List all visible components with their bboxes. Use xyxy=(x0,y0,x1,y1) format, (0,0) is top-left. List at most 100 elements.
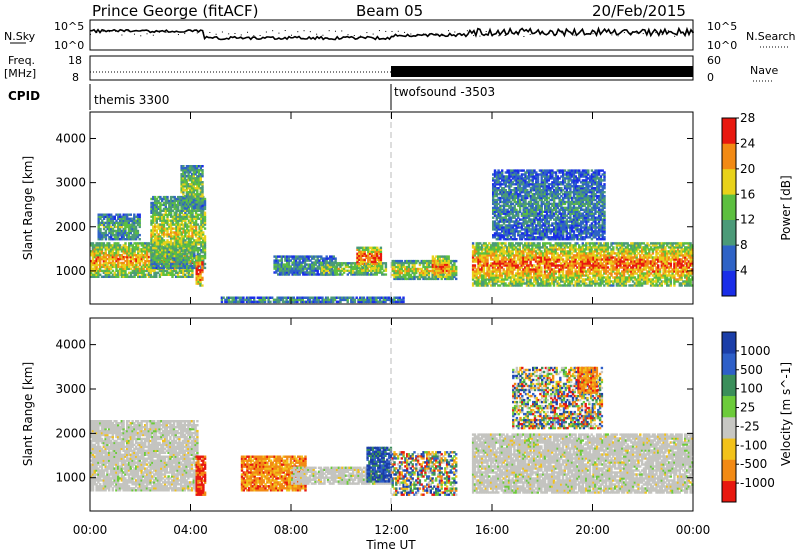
power-cell xyxy=(187,215,191,218)
power-cell xyxy=(617,258,620,261)
power-cell xyxy=(581,282,584,285)
power-cell xyxy=(522,274,525,277)
power-cell xyxy=(649,268,653,271)
freq-label-1: Freq. xyxy=(8,54,35,67)
power-cell xyxy=(175,235,178,238)
power-cell xyxy=(482,264,486,267)
power-cell xyxy=(415,269,418,273)
power-cell xyxy=(124,275,127,278)
power-cell xyxy=(293,261,296,264)
power-cell xyxy=(173,273,176,276)
power-cell xyxy=(482,244,486,247)
power-cell xyxy=(524,242,527,245)
power-cell xyxy=(286,255,289,258)
power-cell xyxy=(402,277,405,281)
power-cell xyxy=(515,266,518,269)
power-cell xyxy=(106,246,109,249)
power-cell xyxy=(639,268,642,271)
power-cell xyxy=(531,270,534,273)
power-cell xyxy=(329,267,332,270)
power-cell xyxy=(147,261,151,265)
power-cell xyxy=(186,217,189,220)
power-cell xyxy=(491,278,495,281)
power-cell xyxy=(433,269,436,273)
power-cell xyxy=(586,256,590,259)
power-cell xyxy=(200,211,203,214)
power-cell xyxy=(273,255,276,258)
power-cell xyxy=(646,244,649,247)
power-cell xyxy=(640,260,644,263)
power-cell xyxy=(178,233,182,236)
power-cell xyxy=(477,254,480,257)
power-cell xyxy=(191,264,194,268)
power-cell xyxy=(560,250,563,253)
power-cell xyxy=(168,205,171,209)
power-cell xyxy=(536,256,539,259)
power-cell xyxy=(506,246,509,249)
power-cell xyxy=(660,258,663,261)
power-cell xyxy=(182,209,185,212)
power-cell xyxy=(97,242,100,245)
power-cell xyxy=(166,264,169,268)
power-cell xyxy=(175,209,178,212)
power-cell xyxy=(570,266,574,269)
power-cell xyxy=(536,284,539,287)
power-cell xyxy=(286,265,289,268)
power-cell xyxy=(637,252,640,255)
power-cell xyxy=(364,271,368,274)
power-cell xyxy=(202,249,205,252)
power-cell xyxy=(626,254,629,257)
power-cell xyxy=(506,254,509,257)
power-cell xyxy=(198,247,201,250)
power-cell xyxy=(90,271,93,274)
power-cell xyxy=(377,266,381,270)
power-cell xyxy=(153,203,157,207)
power-cell xyxy=(536,270,539,273)
power-cell xyxy=(639,246,642,249)
power-cell xyxy=(178,262,182,266)
power-cell xyxy=(294,263,298,266)
power-cell xyxy=(194,197,198,201)
power-cell xyxy=(396,263,400,267)
power-cell xyxy=(137,250,140,253)
power-cell xyxy=(175,252,178,256)
power-cell xyxy=(180,237,183,240)
power-cell xyxy=(302,255,305,258)
power-cell xyxy=(138,259,142,263)
power-cell xyxy=(169,219,173,222)
power-cell xyxy=(489,248,493,251)
power-cell xyxy=(153,235,157,238)
power-cell xyxy=(491,272,495,275)
power-cell xyxy=(601,246,604,249)
power-cell xyxy=(128,246,131,249)
power-cell xyxy=(108,250,111,253)
power-cell xyxy=(108,254,111,257)
power-cell xyxy=(480,258,484,261)
power-cell xyxy=(511,254,514,257)
power-cell xyxy=(184,203,187,207)
power-cell xyxy=(576,274,579,277)
power-cell xyxy=(150,241,153,244)
power-cell xyxy=(610,284,613,287)
power-cell xyxy=(497,274,500,277)
power-cell xyxy=(543,254,547,257)
nsearch-dot xyxy=(529,33,531,35)
power-cell xyxy=(278,265,282,268)
power-cell xyxy=(567,254,570,257)
power-cell xyxy=(187,275,190,278)
power-cell xyxy=(592,272,595,275)
power-cell xyxy=(502,278,505,281)
power-cell xyxy=(644,252,647,255)
power-cell xyxy=(522,264,525,267)
power-cell xyxy=(619,266,622,269)
power-cell xyxy=(137,271,140,274)
power-cell xyxy=(597,276,601,279)
power-cell xyxy=(644,264,647,267)
power-cell xyxy=(579,250,583,253)
power-cell xyxy=(171,273,174,276)
power-cell xyxy=(642,282,646,285)
power-cell xyxy=(637,242,640,245)
power-cell xyxy=(551,268,554,271)
power-cell xyxy=(497,268,500,271)
power-cell xyxy=(610,248,613,251)
